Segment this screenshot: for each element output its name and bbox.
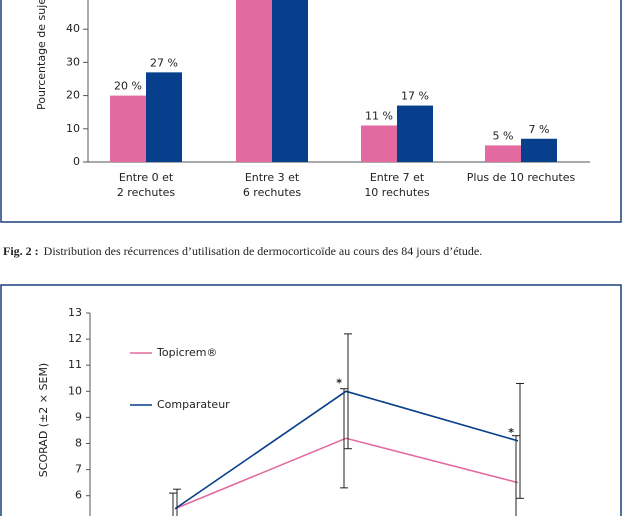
caption: Fig. 2 : Distribution des récurrences d’…	[3, 244, 482, 258]
caption-label: Fig. 2 :	[3, 244, 39, 258]
y-tick-label: 20	[66, 89, 80, 102]
x-tick-label-line: 2 rechutes	[117, 186, 176, 199]
y-tick-label: 13	[68, 306, 82, 319]
annotation: *	[508, 426, 514, 439]
value-label: 5 %	[493, 129, 514, 142]
x-tick-label-line: Plus de 10 rechutes	[467, 171, 576, 184]
value-label: 20 %	[114, 80, 142, 93]
x-tick-label-line: 10 rechutes	[364, 186, 430, 199]
x-tick-label-line: Entre 0 et	[119, 171, 174, 184]
y-tick-label: 0	[73, 155, 80, 168]
x-tick-label-line: Entre 3 et	[245, 171, 300, 184]
y-axis-label: Pourcentage de sujets	[35, 0, 48, 110]
bar	[236, 0, 272, 162]
bar	[272, 0, 308, 162]
annotation: *	[336, 376, 342, 389]
bar	[110, 95, 146, 162]
y-tick-label: 40	[66, 22, 80, 35]
bar	[361, 125, 397, 162]
value-label: 7 %	[529, 123, 550, 136]
y-tick-label: 10	[66, 122, 80, 135]
x-tick-label: Entre 7 et 10 rechutes	[364, 171, 430, 199]
y-tick-label: 8	[75, 437, 82, 450]
x-tick-label: Entre 3 et 6 rechutes	[243, 171, 302, 199]
x-tick-label-line: Entre 7 et	[370, 171, 425, 184]
y-tick-label: 9	[75, 410, 82, 423]
value-label: 17 %	[401, 90, 429, 103]
y-tick-label: 10	[68, 384, 82, 397]
value-label: 27 %	[150, 56, 178, 69]
bar	[521, 138, 557, 162]
line-series	[174, 437, 519, 510]
line-series	[174, 390, 519, 510]
frame-top	[0, 0, 622, 223]
bar	[485, 145, 521, 162]
x-tick-label: Entre 0 et 2 rechutes	[117, 171, 176, 199]
bar	[397, 105, 433, 162]
frame-bottom	[0, 284, 622, 516]
x-tick-label-line: 6 rechutes	[243, 186, 302, 199]
bar	[146, 72, 182, 162]
legend-label: Comparateur	[157, 398, 230, 411]
y-tick-label: 11	[68, 358, 82, 371]
value-label: 11 %	[365, 109, 393, 122]
legend-label: Topicrem®	[156, 346, 217, 359]
y-tick-label: 7	[75, 463, 82, 476]
x-tick-label: Plus de 10 rechutes	[467, 171, 576, 184]
y-tick-label: 6	[75, 489, 82, 502]
caption-text: Distribution des récurrences d’utilisati…	[44, 244, 483, 258]
y-axis-label: SCORAD (±2 × SEM)	[37, 363, 50, 477]
y-tick-label: 12	[68, 332, 82, 345]
y-tick-label: 30	[66, 55, 80, 68]
